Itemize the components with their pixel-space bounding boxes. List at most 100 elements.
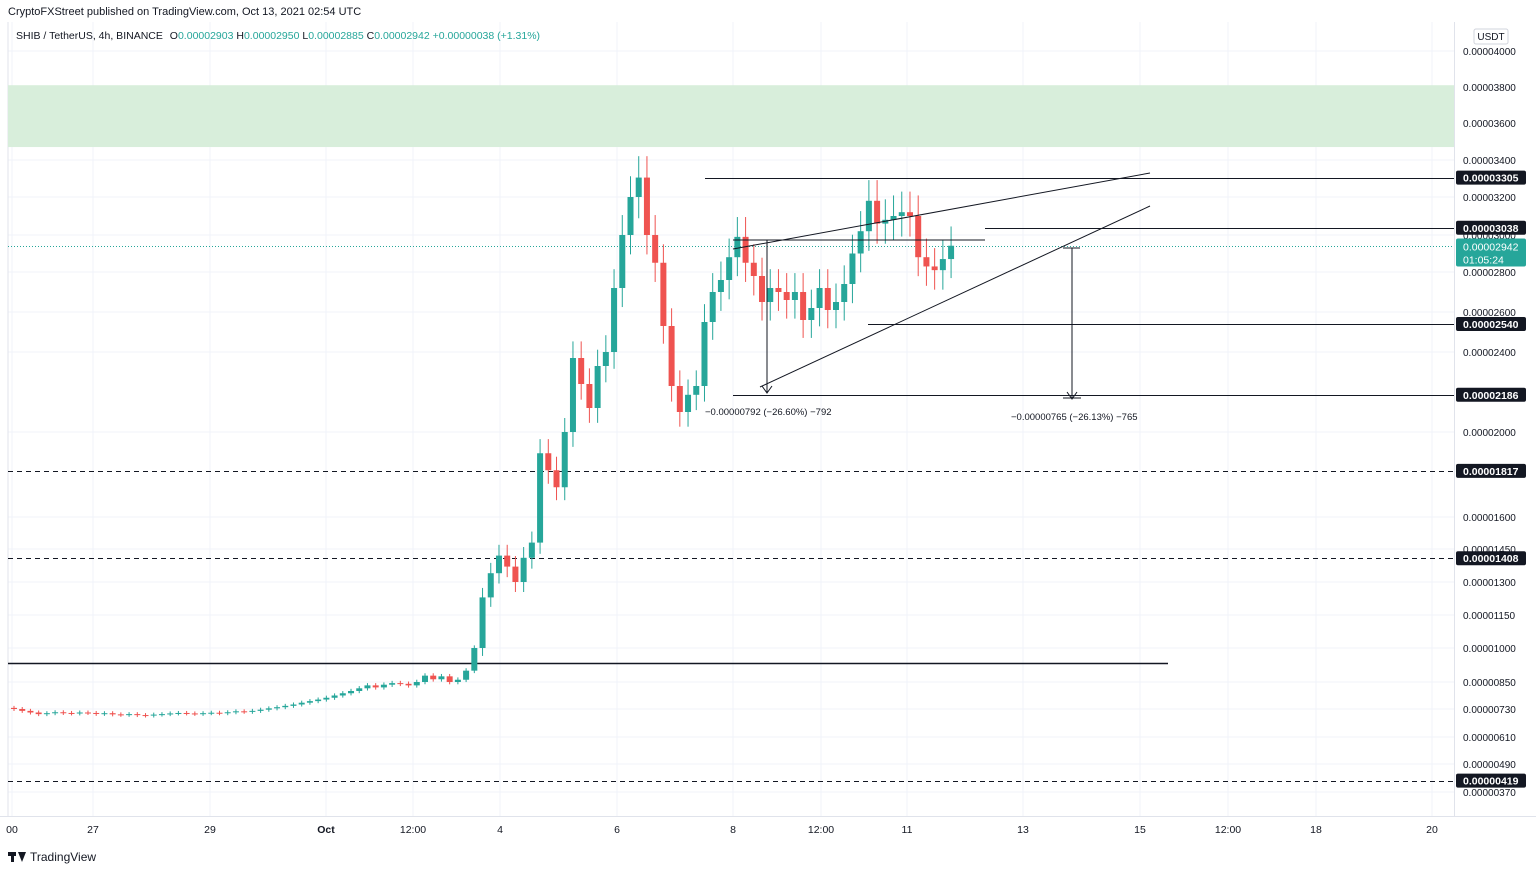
high-label: H [236, 30, 244, 42]
candle-body [265, 708, 272, 710]
candle [364, 683, 371, 691]
candle [372, 683, 379, 690]
time-tick-label: Oct [317, 824, 335, 836]
candle [512, 556, 519, 593]
candle [676, 370, 683, 427]
candle-body [906, 212, 913, 216]
candle-body [380, 684, 387, 688]
candle [898, 191, 905, 237]
candle [167, 711, 174, 717]
candle-body [504, 555, 511, 567]
candle-body [545, 453, 552, 471]
change-value: +0.00000038 (+1.31%) [432, 30, 541, 42]
candle-body [463, 670, 470, 680]
candle-body [849, 253, 856, 284]
candle-body [446, 676, 453, 682]
price-tick-label: 0.00001300 [1463, 578, 1516, 589]
candle [298, 700, 305, 707]
candle-body [775, 288, 782, 292]
candle [52, 710, 59, 716]
price-tick-label: 0.00000730 [1463, 705, 1516, 716]
level-badge-label: 0.00001817 [1463, 466, 1519, 478]
candle-body [117, 714, 124, 716]
candle-body [635, 177, 642, 197]
candle [906, 191, 913, 237]
candle-body [487, 573, 494, 598]
time-tick-label: 20 [1426, 824, 1438, 836]
candle-body [709, 292, 716, 322]
candle-body [734, 236, 741, 258]
candle-body [348, 691, 355, 694]
candle-body [520, 557, 527, 582]
candle [816, 269, 823, 327]
candle-body [495, 555, 502, 574]
candle [274, 705, 281, 711]
price-tick-label: 0.00003800 [1463, 83, 1516, 94]
time-tick-label: 13 [1017, 824, 1029, 836]
candle-body [948, 245, 955, 260]
candle [150, 712, 157, 718]
candle-body [150, 714, 157, 716]
candle [19, 707, 26, 713]
candle [775, 269, 782, 311]
open-label: O [169, 30, 178, 42]
candle-body [43, 713, 50, 715]
candle-body [454, 679, 461, 682]
candle [504, 544, 511, 578]
candle-body [479, 597, 486, 648]
candle-body [306, 701, 313, 703]
candle [158, 712, 165, 717]
level-badge [1456, 463, 1526, 478]
candle [619, 215, 626, 308]
candle [717, 261, 724, 311]
candle-body [783, 292, 790, 300]
candle [11, 705, 17, 712]
close-value: 0.00002942 [374, 30, 430, 42]
candle [422, 673, 428, 685]
candle [323, 695, 330, 702]
level-badge [1456, 773, 1526, 788]
candle [824, 269, 831, 329]
arrowhead-left [761, 385, 773, 394]
candle-body [865, 200, 872, 232]
current-price-badge [1456, 238, 1526, 267]
level-badge-label: 0.00002186 [1463, 390, 1519, 402]
tradingview-logo-icon [8, 851, 26, 863]
time-tick-label: 00 [6, 824, 18, 836]
candle [257, 707, 264, 713]
candle-body [619, 235, 626, 288]
candle-body [232, 711, 239, 713]
candle [43, 711, 50, 717]
candle-body [372, 685, 379, 688]
price-tick-label: 0.00004000 [1463, 47, 1516, 58]
candle-body [602, 352, 609, 366]
time-tick-label: 12:00 [1215, 824, 1241, 836]
measure-label-right: −0.00000765 (−26.13%) −765 [1011, 412, 1138, 423]
candle [200, 711, 207, 716]
candle [931, 248, 938, 290]
candle-body [471, 648, 478, 671]
candle-body [134, 714, 141, 716]
level-badge [1456, 220, 1526, 235]
candle-body [561, 432, 568, 488]
candle [528, 531, 535, 569]
candle-body [339, 693, 346, 696]
candle [611, 269, 618, 369]
candle [833, 283, 839, 329]
candle [142, 713, 149, 718]
candle [191, 711, 198, 716]
candle-body [331, 695, 338, 698]
candle [791, 273, 798, 319]
candle-body [652, 235, 659, 263]
candle-body [512, 566, 519, 582]
candle [68, 710, 75, 716]
candle [27, 708, 34, 715]
candle [808, 289, 815, 338]
candle [742, 217, 749, 282]
time-tick-label: 29 [204, 824, 216, 836]
candle [701, 304, 708, 402]
candle-body [52, 712, 59, 714]
candle-body [841, 284, 848, 302]
candle [841, 265, 848, 321]
